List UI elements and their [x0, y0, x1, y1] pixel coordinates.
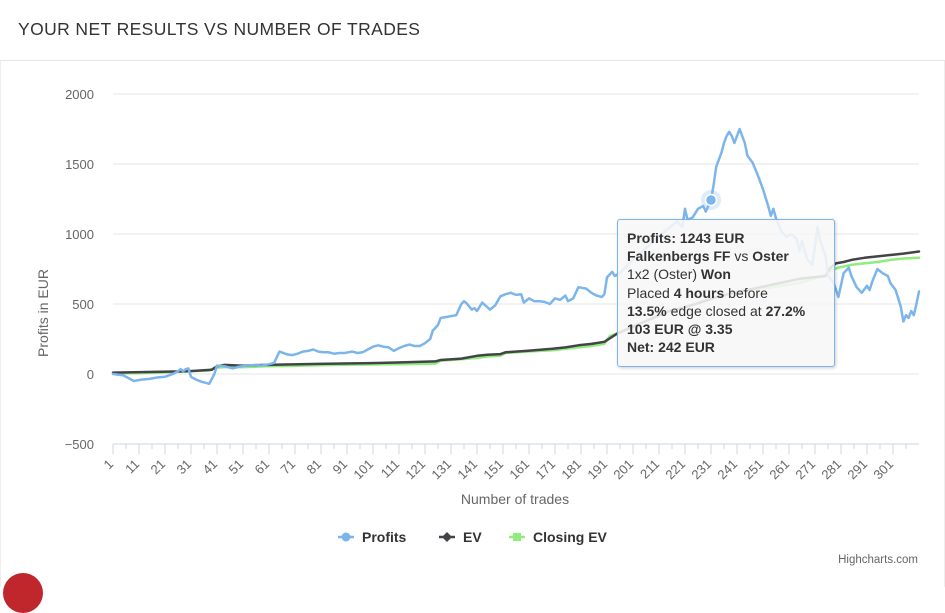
x-tick-label: 101 — [350, 456, 376, 482]
x-tick-label: 41 — [199, 456, 220, 477]
legend-item-closing-ev[interactable]: Closing EV — [509, 529, 608, 545]
y-tick-label: 500 — [72, 297, 94, 312]
y-tick-label: 0 — [87, 367, 94, 382]
y-tick-label: 1000 — [65, 227, 94, 242]
y-axis-label: Profits in EUR — [35, 269, 51, 357]
x-tick-label: 171 — [532, 456, 558, 482]
x-tick-label: 1 — [101, 456, 117, 472]
x-tick-label: 231 — [688, 456, 714, 482]
legend-item-ev[interactable]: EV — [439, 529, 482, 545]
tooltip-placed: Placed 4 hours before — [627, 284, 768, 301]
legend-item-profits[interactable]: Profits — [338, 529, 407, 545]
highcharts-credit[interactable]: Highcharts.com — [838, 554, 918, 566]
x-tick-label: 131 — [428, 456, 454, 482]
x-axis: 1 11 21 31 41 51 61 71 81 91 101 111 121 131 141 151 161… — [101, 443, 919, 482]
x-tick-label: 201 — [610, 456, 636, 482]
x-tick-label: 31 — [173, 456, 194, 477]
x-tick-label: 241 — [714, 456, 740, 482]
x-tick-label: 281 — [818, 456, 844, 482]
legend-marker — [341, 532, 351, 542]
x-tick-label: 91 — [329, 456, 350, 477]
tooltip-stake: 103 EUR @ 3.35 — [627, 321, 733, 338]
x-tick-label: 181 — [558, 456, 584, 482]
tooltip-edge: 13.5% edge closed at 27.2% — [627, 302, 806, 319]
tooltip: Profits: 1243 EUR Falkenbergs FF vs Oste… — [617, 219, 835, 367]
legend-marker — [442, 532, 452, 542]
legend-label: EV — [463, 529, 482, 545]
tooltip-match: Falkenbergs FF vs Oster — [627, 248, 789, 265]
x-tick-label: 261 — [766, 456, 792, 482]
tooltip-profits: Profits: 1243 EUR — [627, 230, 745, 246]
x-tick-label: 71 — [277, 456, 298, 477]
y-axis-ticks: 2000 1500 1000 500 0 −500 — [65, 87, 94, 452]
tooltip-market: 1x2 (Oster) Won — [627, 266, 731, 283]
legend-label: Profits — [362, 529, 407, 545]
page-title: YOUR NET RESULTS VS NUMBER OF TRADES — [18, 19, 421, 39]
x-tick-label: 191 — [584, 456, 610, 482]
legend-marker — [513, 533, 521, 541]
y-tick-label: 1500 — [65, 157, 94, 172]
x-tick-label: 161 — [506, 456, 532, 482]
page-header: YOUR NET RESULTS VS NUMBER OF TRADES — [0, 0, 945, 61]
legend[interactable]: Profits EV Closing EV — [338, 529, 608, 545]
x-tick-label: 81 — [303, 456, 324, 477]
x-tick-label: 211 — [637, 456, 662, 481]
hover-point-marker — [704, 193, 718, 207]
x-tick-label: 121 — [402, 456, 428, 482]
x-tick-label: 21 — [147, 456, 168, 477]
x-tick-label: 301 — [870, 456, 896, 482]
y-tick-label: −500 — [65, 437, 94, 452]
x-tick-label: 271 — [792, 456, 818, 482]
x-tick-label: 51 — [225, 456, 246, 477]
x-tick-label: 221 — [662, 456, 688, 482]
y-tick-label: 2000 — [65, 87, 94, 102]
x-tick-label: 151 — [480, 456, 506, 482]
x-axis-label: Number of trades — [461, 491, 569, 507]
legend-label: Closing EV — [533, 529, 608, 545]
tooltip-net: Net: 242 EUR — [627, 339, 715, 356]
x-tick-label: 291 — [844, 456, 870, 482]
x-tick-label: 251 — [740, 456, 766, 482]
x-tick-label: 111 — [378, 456, 403, 481]
corner-badge[interactable] — [3, 573, 43, 613]
x-tick-label: 141 — [454, 456, 480, 482]
x-tick-label: 61 — [251, 456, 272, 477]
x-tick-label: 11 — [122, 456, 142, 476]
